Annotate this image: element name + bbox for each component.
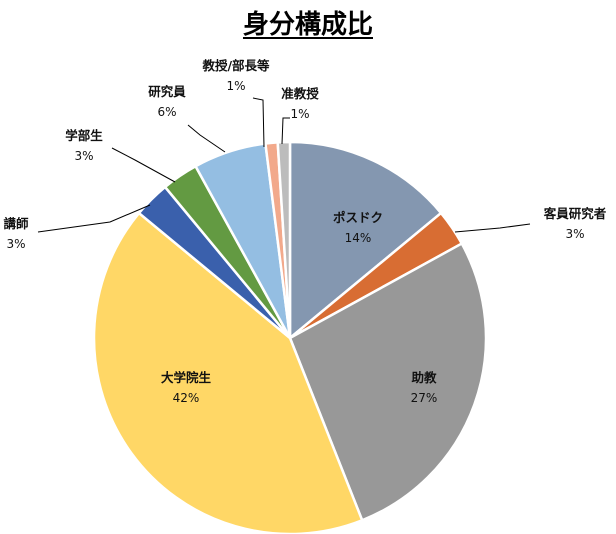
leader-line bbox=[281, 117, 290, 145]
slice-percent-label: 1% bbox=[290, 107, 309, 121]
leader-line bbox=[252, 97, 265, 148]
slice-name-label: 学部生 bbox=[65, 128, 103, 143]
slice-name-label: 准教授 bbox=[281, 86, 319, 101]
chart-title: 身分構成比 bbox=[242, 10, 373, 40]
slice-percent-label: 42% bbox=[173, 391, 200, 405]
slice-percent-label: 1% bbox=[226, 79, 245, 93]
pie-slice bbox=[288, 140, 443, 341]
pie-slice bbox=[276, 140, 292, 339]
slice-name-label: ポスドク bbox=[333, 210, 383, 225]
slice-percent-label: 6% bbox=[157, 105, 176, 119]
slice-percent-label: 14% bbox=[345, 231, 372, 245]
leader-line bbox=[454, 223, 531, 233]
slice-name-label: 教授/部長等 bbox=[201, 58, 270, 73]
leader-line bbox=[111, 147, 176, 183]
leader-line bbox=[187, 124, 226, 153]
slice-percent-label: 3% bbox=[74, 149, 93, 163]
slice-percent-label: 3% bbox=[565, 227, 584, 241]
leader-line bbox=[37, 204, 151, 233]
slice-percent-label: 3% bbox=[6, 237, 25, 251]
slice-name-label: 研究員 bbox=[148, 84, 186, 99]
slice-name-label: 大学院生 bbox=[161, 370, 212, 385]
slice-percent-label: 27% bbox=[411, 391, 438, 405]
slice-name-label: 講師 bbox=[3, 216, 29, 231]
pie-slice bbox=[288, 241, 488, 522]
slice-name-label: 客員研究者 bbox=[543, 206, 607, 221]
slice-name-label: 助教 bbox=[411, 370, 437, 385]
